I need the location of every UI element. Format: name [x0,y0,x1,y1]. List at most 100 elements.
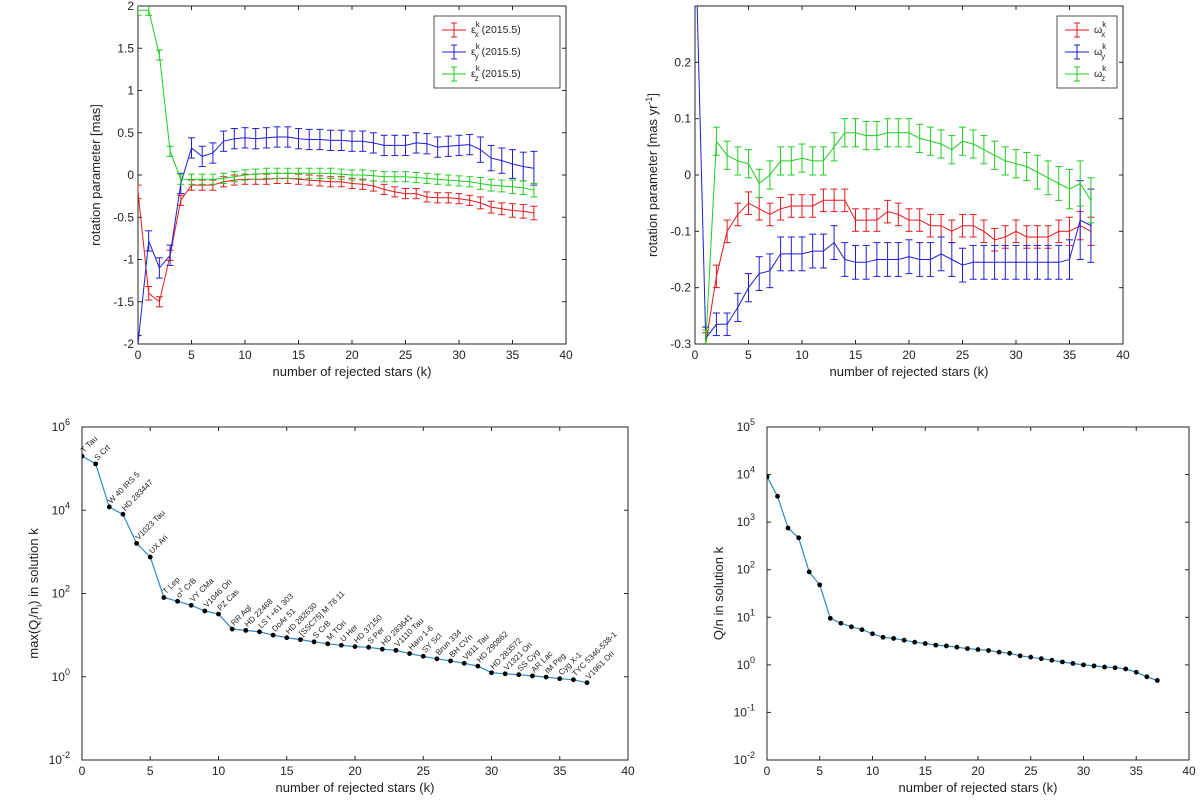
x-tick-label: 35 [1063,348,1077,362]
data-point [1060,659,1065,665]
error-bar [1087,177,1095,224]
data-point [571,677,576,683]
error-bar [692,443,699,471]
y-tick-label: 101 [737,607,755,624]
x-tick-label: 15 [280,764,294,778]
error-bar [177,194,185,206]
error-bar [723,140,731,170]
error-bar [391,171,399,183]
error-bar [980,244,988,280]
star-label-part: σ [175,590,185,600]
x-tick-label: 30 [485,764,499,778]
y-tick-exponent: 6 [65,417,70,427]
y-axis-label: rotation parameter [mas yr-1] [644,93,660,257]
error-bar [273,167,281,179]
error-bar [798,236,806,272]
data-point [986,648,991,653]
error-bar [948,242,956,277]
x-axis-label: number of rejected stars (k) [276,780,435,795]
error-bar [444,192,452,204]
error-bar [498,179,506,193]
data-point [407,651,412,656]
error-bar [1055,219,1063,244]
data-point [975,647,981,652]
error-bar [295,167,302,179]
data-point [891,635,896,641]
data-point [1133,669,1139,675]
data-point [188,602,194,608]
error-bar [1044,160,1052,196]
error-bar [412,132,420,154]
error-bar [487,200,495,214]
y-tick-exponent: 5 [750,417,755,427]
data-point [82,453,85,459]
x-axis-label: number of rejected stars (k) [830,364,989,379]
legend: εk x (2015.5)εk y (2015.5)εk z (2015.5) [433,15,561,89]
data-point [767,474,770,480]
data-point [147,554,153,560]
error-bar [712,264,720,289]
data-point [806,569,812,575]
data-point [311,639,317,645]
data-point [1154,678,1160,683]
error-bar [369,170,377,182]
legend-symbol: ω [1094,24,1102,36]
error-bar [873,208,881,232]
error-bar [412,171,420,184]
chart-q-per-n: 0 5 10 15 20 25 30 35 4010-210-11001011021031041… [711,417,1196,795]
data-point [393,647,399,653]
series-line-z [138,9,535,191]
error-bar [284,167,292,179]
y-tick-label: 100 [52,667,70,684]
data-point [257,629,262,635]
error-bar [188,137,195,159]
y-label-part: /n [26,607,41,618]
y-tick-base: 10 [737,610,751,624]
y-tick-label: -1.5 [113,295,134,309]
error-bar [209,173,217,185]
error-bar [230,171,238,183]
data-point [270,632,276,638]
y-tick-exponent: -2 [62,750,70,760]
error-bar [476,196,484,210]
x-tick-label: 20 [345,348,359,362]
legend-item-x: εk x (2015.5) [442,20,521,39]
error-bar [155,257,163,279]
error-bar [188,173,195,185]
data-point [1007,650,1013,656]
y-tick-label: 104 [737,465,755,482]
x-tick-label: 40 [559,348,573,362]
error-bar [138,184,142,200]
data-point [420,653,426,659]
error-bar [980,219,988,244]
data-point [502,671,508,677]
series-line-x [138,177,534,303]
error-bar [295,128,302,150]
error-bar [455,175,463,187]
legend-sup: k [1102,20,1107,29]
error-bar [252,128,260,150]
data-point [161,595,167,600]
x-tick-label: 30 [1009,348,1023,362]
error-bar [530,182,538,198]
y-tick-exponent: -2 [747,750,755,760]
error-bar [466,176,474,188]
error-bar [841,188,849,213]
y-tick-label: -2 [123,337,134,351]
y-tick-label: 10-1 [734,702,755,719]
data-point [298,637,303,643]
data-point [796,535,802,541]
error-bar [166,244,174,266]
legend-sub: z [475,74,479,83]
plot-area [82,453,590,686]
x-tick-label: 30 [1077,764,1091,778]
y-tick-base: 10 [737,420,751,434]
error-bar [145,230,153,252]
error-bar [884,242,892,277]
data-point [1049,657,1055,663]
error-bar [809,233,817,269]
x-tick-label: 25 [417,764,431,778]
data-point [338,642,344,648]
data-point [434,656,440,662]
error-bar [412,188,420,200]
